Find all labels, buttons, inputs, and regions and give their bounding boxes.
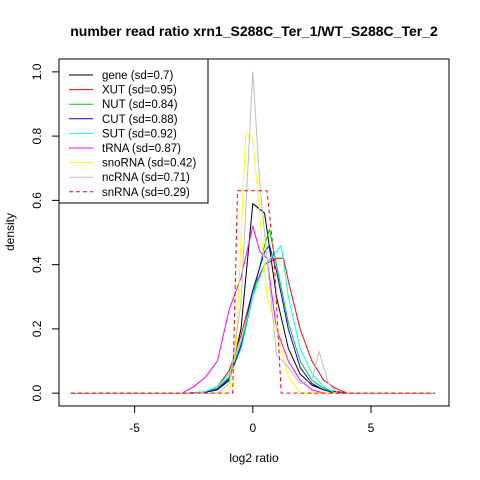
legend-label: tRNA (sd=0.87) [102,143,181,155]
legend-label: ncRNA (sd=0.71) [102,172,190,184]
y-tick-label: 1.0 [30,63,44,80]
x-tick-label: 5 [368,421,375,435]
series-line-6 [70,132,435,394]
series-line-1 [70,257,435,394]
series-line-5 [70,225,435,394]
legend-box [58,58,209,204]
legend-label: XUT (sd=0.95) [102,85,177,97]
chart-title: number read ratio xrn1_S288C_Ter_1/WT_S2… [70,23,438,39]
y-tick-label: 0.2 [30,320,44,337]
y-tick-label: 0.0 [30,384,44,401]
x-tick-label: -5 [129,421,140,435]
plot-frame [58,58,450,407]
y-tick-label: 0.4 [30,256,44,273]
x-axis-label: log2 ratio [229,451,279,465]
legend-label: snRNA (sd=0.29) [102,187,190,199]
legend: gene (sd=0.7) XUT (sd=0.95) NUT (sd=0.84) C… [58,58,209,204]
y-tick-label: 0.6 [30,192,44,209]
legend-label: gene (sd=0.7) [102,70,173,82]
legend-label: NUT (sd=0.84) [102,99,178,111]
y-axis: 0.0 0.2 0.4 0.6 0.8 1.0 [30,63,59,401]
legend-label: snoRNA (sd=0.42) [102,158,196,170]
series-line-3 [70,244,435,394]
series-line-8 [70,190,435,394]
y-axis-label: density [3,213,17,251]
series-line-4 [70,244,435,394]
series-layer [70,71,435,394]
series-line-2 [70,228,435,394]
x-tick-label: 0 [249,421,256,435]
legend-label: SUT (sd=0.92) [102,128,177,140]
x-axis: -5 0 5 [129,406,375,435]
legend-label: CUT (sd=0.88) [102,114,178,126]
y-tick-label: 0.8 [30,127,44,144]
